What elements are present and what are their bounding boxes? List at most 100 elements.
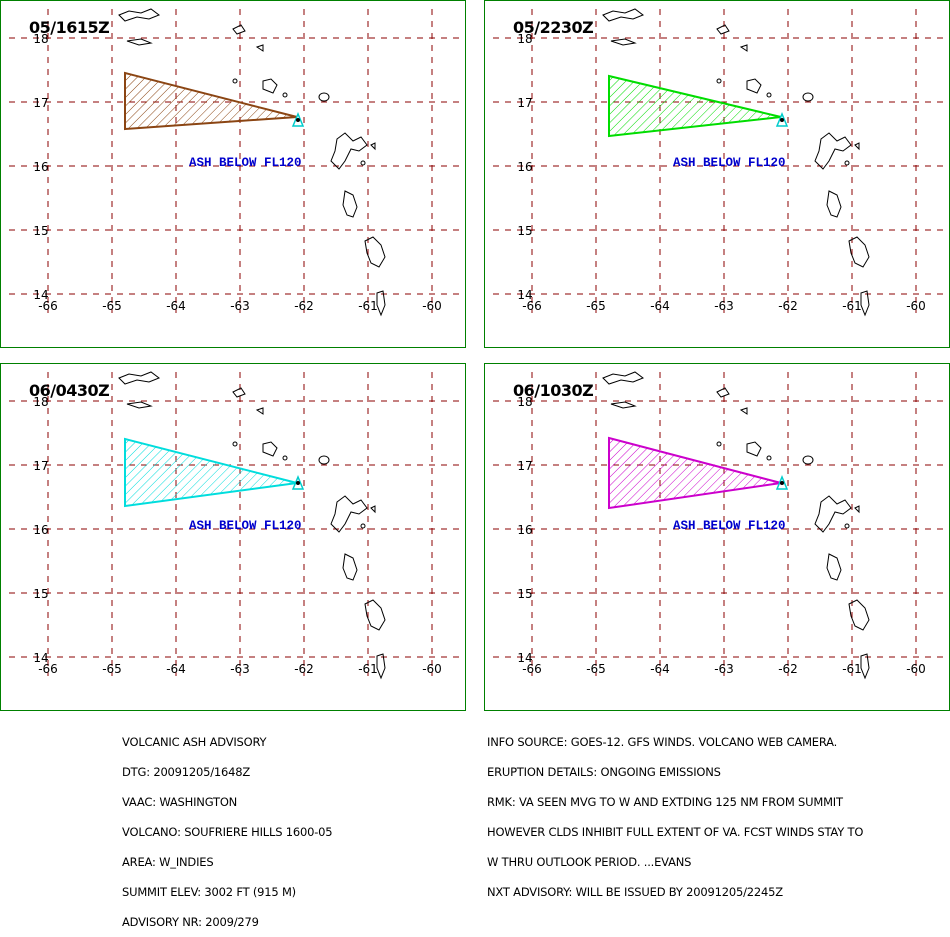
advisory-line: VOLCANIC ASH ADVISORY [122,735,267,749]
advisory-line: W THRU OUTLOOK PERIOD. ...EVANS [487,855,692,869]
island-outline [318,455,330,465]
lon-label: -62 [778,662,798,676]
volcano-marker [291,112,305,127]
island-outline [342,553,358,581]
island-outline [330,495,368,533]
ash-cloud-polygon [124,71,298,131]
island-outline [262,441,278,457]
advisory-line: SUMMIT ELEV: 3002 FT (915 M) [122,885,296,899]
advisory-line: INFO SOURCE: GOES-12. GFS WINDS. VOLCANO… [487,735,838,749]
island-outline [232,24,246,35]
lon-label: -64 [650,299,670,313]
ash-cloud-polygon [608,436,782,510]
advisory-right: INFO SOURCE: GOES-12. GFS WINDS. VOLCANO… [487,717,863,907]
island-outline [118,8,161,22]
lon-label: -66 [38,299,58,313]
lat-label: 14 [517,288,532,302]
ash-label: ASH BELOW FL120 [673,156,786,170]
lon-label: -64 [166,662,186,676]
lat-label: 16 [517,523,532,537]
island-outline [854,505,860,514]
advisory-line: ADVISORY NR: 2009/279 [122,915,259,929]
lon-label: -60 [422,662,442,676]
lon-label: -62 [294,662,314,676]
island-outline [282,92,288,98]
island-outline [766,455,772,461]
lon-label: -60 [906,299,926,313]
island-outline [739,44,748,52]
lon-label: -63 [714,299,734,313]
lon-label: -65 [102,662,122,676]
island-outline [802,92,814,102]
forecast-time: 06/0430Z [29,381,110,400]
lon-label: -61 [358,662,378,676]
volcano-marker [775,112,789,127]
island-outline [814,132,852,170]
island-outline [844,160,850,166]
volcano-point [780,118,784,122]
advisory-line: HOWEVER CLDS INHIBIT FULL EXTENT OF VA. … [487,825,864,839]
island-outline [848,599,870,631]
island-outline [746,78,762,94]
island-outline [610,401,637,409]
lon-label: -64 [166,299,186,313]
map-svg: -66 -65 -64 -63 -62 -61 -60 18 17 16 15 14 [9,8,461,317]
island-outline [860,290,870,317]
island-outline [814,495,852,533]
island-outline [602,8,645,22]
lat-label: 16 [33,160,48,174]
lat-label: 17 [33,96,48,110]
island-outline [364,599,386,631]
island-outline [766,92,772,98]
advisory-line: DTG: 20091205/1648Z [122,765,251,779]
lat-label: 17 [517,459,532,473]
ash-label: ASH BELOW FL120 [189,156,302,170]
lat-label: 15 [33,587,48,601]
island-outline [376,290,386,317]
advisory-line: AREA: W_INDIES [122,855,214,869]
lon-label: -60 [906,662,926,676]
lon-label: -61 [358,299,378,313]
lon-label: -60 [422,299,442,313]
volcano-point [296,481,300,485]
island-outline [330,132,368,170]
advisory-line: NXT ADVISORY: WILL BE ISSUED BY 20091205… [487,885,783,899]
island-outline [716,78,722,84]
map-svg: -66 -65 -64 -63 -62 -61 -60 18 17 16 15 14 [493,8,945,317]
forecast-time: 05/2230Z [513,18,594,37]
lat-label: 17 [517,96,532,110]
lon-label: -65 [586,662,606,676]
advisory-left: VOLCANIC ASH ADVISORY DTG: 20091205/1648… [122,717,333,937]
lat-label: 14 [33,651,48,665]
lon-label: -65 [586,299,606,313]
island-outline [232,387,246,398]
map-svg: -66 -65 -64 -63 -62 -61 -60 18 17 16 15 14 [493,371,945,680]
lon-label: -66 [522,662,542,676]
lon-label: -63 [230,299,250,313]
island-outline [716,441,722,447]
island-outline [376,653,386,680]
island-outline [364,236,386,268]
ash-label: ASH BELOW FL120 [673,519,786,533]
island-outline [118,371,161,385]
map-panel-3: -66 -65 -64 -63 -62 -61 -60 18 17 16 15 14 06/0430Z… [0,363,466,711]
island-outline [360,160,366,166]
lon-label: -65 [102,299,122,313]
lat-label: 17 [33,459,48,473]
map-panel-4: -66 -65 -64 -63 -62 -61 -60 18 17 16 15 14 06/1030Z… [484,363,950,711]
volcano-marker [775,475,789,490]
map-panel-1: -66 -65 -64 -63 -62 -61 -60 18 17 16 15 14 05/1615Z… [0,0,466,348]
island-outline [844,523,850,529]
lat-label: 15 [33,224,48,238]
map-svg: -66 -65 -64 -63 -62 -61 -60 18 17 16 15 14 [9,371,461,680]
island-outline [826,190,842,218]
lat-label: 16 [33,523,48,537]
island-outline [746,441,762,457]
forecast-time: 06/1030Z [513,381,594,400]
lon-label: -66 [38,662,58,676]
island-outline [255,44,264,52]
island-outline [318,92,330,102]
island-outline [602,371,645,385]
lat-label: 14 [33,288,48,302]
island-outline [860,653,870,680]
